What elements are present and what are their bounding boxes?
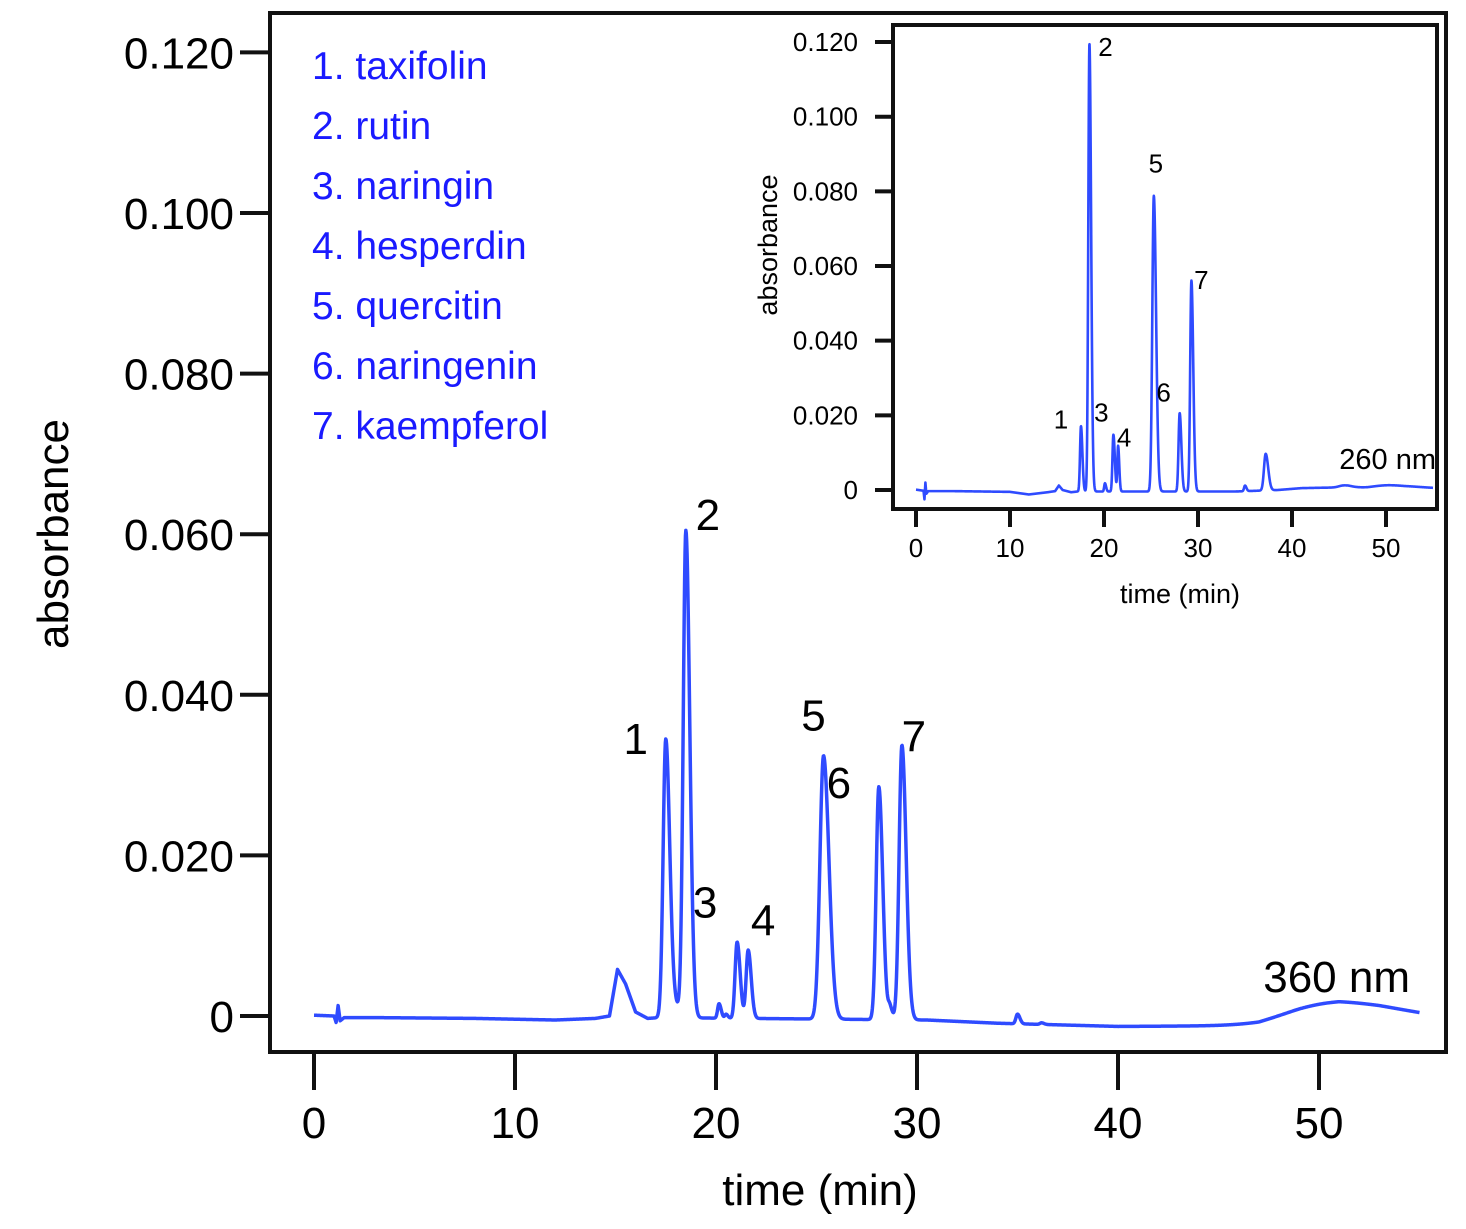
x-tick-label: 0 (302, 1099, 326, 1148)
y-tick-label: 0.100 (124, 190, 234, 239)
legend: 1. taxifolin 2. rutin 3. naringin 4. hesper… (312, 45, 548, 448)
peak-label: 6 (827, 759, 851, 808)
inset-trace-260nm (914, 42, 1435, 501)
peak-label: 1 (1054, 405, 1068, 435)
inset-plot-frame (891, 23, 1439, 511)
peak-label: 1 (624, 715, 648, 764)
peak-label: 3 (693, 879, 717, 928)
peak-label: 7 (1194, 265, 1208, 295)
peak-label: 2 (1098, 32, 1112, 62)
legend-item: 1. taxifolin (312, 45, 488, 88)
peak-label: 3 (1094, 397, 1108, 427)
x-tick-label: 20 (1090, 533, 1119, 563)
y-tick-label: 0.060 (793, 251, 858, 281)
x-tick-label: 50 (1372, 533, 1401, 563)
peak-label: 2 (696, 491, 720, 540)
y-tick-label: 0.020 (793, 400, 858, 430)
x-tick-label: 50 (1295, 1099, 1344, 1148)
main-y-axis: 0 0.020 0.040 0.060 0.080 0.100 0.120 (124, 29, 270, 1042)
x-tick-label: 10 (491, 1099, 540, 1148)
legend-item: 6. naringenin (312, 345, 538, 388)
peak-label: 4 (751, 897, 775, 946)
x-tick-label: 40 (1278, 533, 1307, 563)
y-tick-label: 0.040 (793, 326, 858, 356)
inset-y-axis: 0 0.020 0.040 0.060 0.080 0.100 0.120 (793, 27, 893, 505)
peak-label: 5 (801, 692, 825, 741)
x-tick-label: 30 (1184, 533, 1213, 563)
y-tick-label: 0.020 (124, 832, 234, 881)
y-tick-label: 0.100 (793, 102, 858, 132)
main-x-axis-title: time (min) (722, 1166, 918, 1215)
y-tick-label: 0.080 (124, 351, 234, 400)
main-trace-360nm (312, 528, 1421, 1029)
y-tick-label: 0.120 (793, 27, 858, 57)
peak-label: 5 (1149, 148, 1163, 178)
y-tick-label: 0 (210, 993, 234, 1042)
y-tick-label: 0.060 (124, 511, 234, 560)
legend-item: 2. rutin (312, 105, 431, 148)
y-tick-label: 0 (844, 475, 858, 505)
legend-item: 4. hesperdin (312, 225, 527, 268)
peak-label: 7 (902, 712, 926, 761)
inset-x-axis-title: time (min) (1120, 579, 1240, 609)
legend-item: 3. naringin (312, 165, 494, 208)
inset-x-axis: 0 10 20 30 40 50 (909, 509, 1401, 563)
legend-item: 5. quercitin (312, 285, 503, 328)
x-tick-label: 10 (996, 533, 1025, 563)
inset-wavelength-label: 260 nm (1339, 444, 1436, 476)
x-tick-label: 30 (893, 1099, 942, 1148)
y-tick-label: 0.120 (124, 29, 234, 78)
main-y-axis-title: absorbance (29, 419, 78, 649)
y-tick-label: 0.040 (124, 672, 234, 721)
inset-peak-labels: 1 2 34 5 6 7 (1054, 32, 1209, 452)
peak-label: 4 (1117, 422, 1131, 452)
main-wavelength-label: 360 nm (1263, 953, 1410, 1002)
y-tick-label: 0.080 (793, 176, 858, 206)
x-tick-label: 20 (692, 1099, 741, 1148)
inset-plot: 0 0.020 0.040 0.060 0.080 0.100 0.120 0 10 20 30 4… (753, 23, 1439, 609)
main-x-axis: 0 10 20 30 40 50 (302, 1052, 1344, 1148)
x-tick-label: 40 (1094, 1099, 1143, 1148)
legend-item: 7. kaempferol (312, 405, 548, 448)
peak-label: 6 (1156, 378, 1170, 408)
inset-y-axis-title: absorbance (753, 174, 783, 315)
x-tick-label: 0 (909, 533, 923, 563)
